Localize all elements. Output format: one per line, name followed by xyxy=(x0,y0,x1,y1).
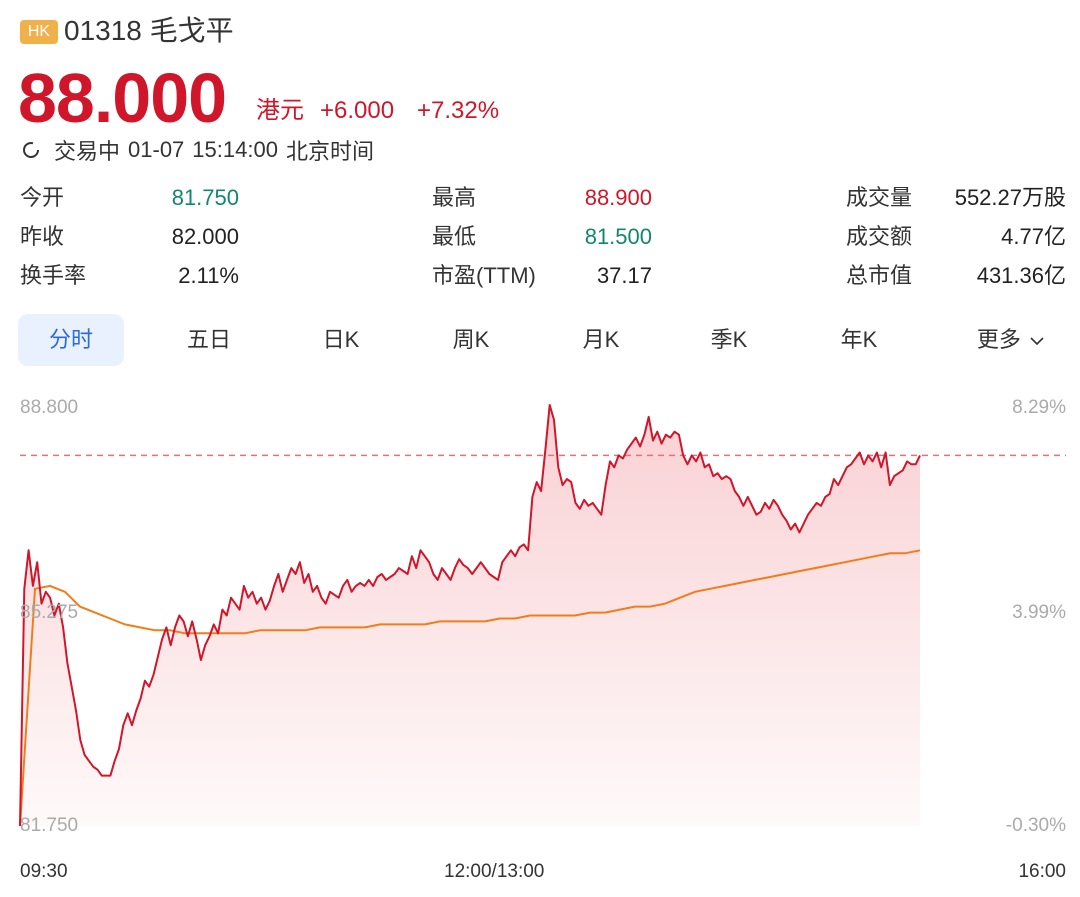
x-axis-mid-label: 12:00/13:00 xyxy=(444,861,545,882)
status-time: 15:14:00 xyxy=(192,137,278,162)
stat-label-high: 最高 xyxy=(432,185,477,210)
tab-yearly-k[interactable]: 年K xyxy=(840,327,878,352)
price-area-fill xyxy=(20,405,920,826)
market-badge: HK xyxy=(20,20,58,44)
stat-value-prev-close: 82.000 xyxy=(171,224,239,249)
chart-period-tabs: 分时 五日 日K 周K 月K 季K 年K 更多 xyxy=(18,314,1068,366)
stat-value-turnover-rate: 2.11% xyxy=(178,263,239,288)
stat-value-high: 88.900 xyxy=(584,185,652,210)
stock-title: 01318 毛戈平 xyxy=(64,14,234,48)
stat-value-low: 81.500 xyxy=(584,224,652,249)
y-axis-mid-label: 85.275 xyxy=(20,602,79,623)
price-change: +6.000 xyxy=(320,97,395,124)
tab-daily-k[interactable]: 日K xyxy=(322,327,360,352)
intraday-chart[interactable] xyxy=(0,380,1080,850)
y-axis-min-label: 81.750 xyxy=(20,815,79,836)
trading-status: 交易中 01-07 15:14:00 北京时间 xyxy=(20,136,382,164)
stat-label-amount: 成交额 xyxy=(846,224,913,249)
status-timezone: 北京时间 xyxy=(285,139,374,164)
stat-label-turnover-rate: 换手率 xyxy=(20,263,87,288)
stat-value-amount: 4.77亿 xyxy=(1001,224,1066,249)
stat-label-market-cap: 总市值 xyxy=(846,263,913,288)
stat-label-volume: 成交量 xyxy=(846,185,913,210)
current-price: 88.000 xyxy=(18,59,227,137)
tab-more-label: 更多 xyxy=(976,327,1021,352)
y-axis-right-max-label: 8.29% xyxy=(1012,397,1066,418)
stat-label-prev-close: 昨收 xyxy=(20,224,65,249)
chevron-down-icon xyxy=(1030,337,1044,346)
tab-five-day[interactable]: 五日 xyxy=(186,327,231,352)
x-axis-end-label: 16:00 xyxy=(1018,861,1066,882)
stat-value-market-cap: 431.36亿 xyxy=(976,263,1066,288)
average-price-line xyxy=(19,549,921,827)
tab-intraday[interactable]: 分时 xyxy=(18,314,124,366)
y-axis-right-mid-label: 3.99% xyxy=(1012,602,1066,623)
stat-label-low: 最低 xyxy=(432,224,477,249)
stat-value-volume: 552.27万股 xyxy=(954,185,1066,210)
stat-value-open: 81.750 xyxy=(171,185,239,210)
price-line xyxy=(19,404,921,827)
y-axis-right-min-label: -0.30% xyxy=(1005,815,1066,836)
tab-weekly-k[interactable]: 周K xyxy=(452,327,490,352)
y-axis-max-label: 88.800 xyxy=(20,397,79,418)
tab-more[interactable]: 更多 xyxy=(954,314,1068,366)
price-change-pct: +7.32% xyxy=(417,97,500,124)
stock-name: 毛戈平 xyxy=(149,15,234,46)
tab-quarterly-k[interactable]: 季K xyxy=(710,327,748,352)
stat-label-open: 今开 xyxy=(20,185,65,210)
stat-label-pe: 市盈(TTM) xyxy=(432,263,536,288)
tab-monthly-k[interactable]: 月K xyxy=(582,327,620,352)
status-date: 01-07 xyxy=(128,137,185,162)
stat-value-pe: 37.17 xyxy=(596,263,652,288)
status-text: 交易中 xyxy=(54,139,121,164)
refresh-icon[interactable] xyxy=(20,139,42,161)
x-axis-start-label: 09:30 xyxy=(20,861,68,882)
currency-label: 港元 xyxy=(256,97,304,124)
stock-code: 01318 xyxy=(64,15,142,46)
